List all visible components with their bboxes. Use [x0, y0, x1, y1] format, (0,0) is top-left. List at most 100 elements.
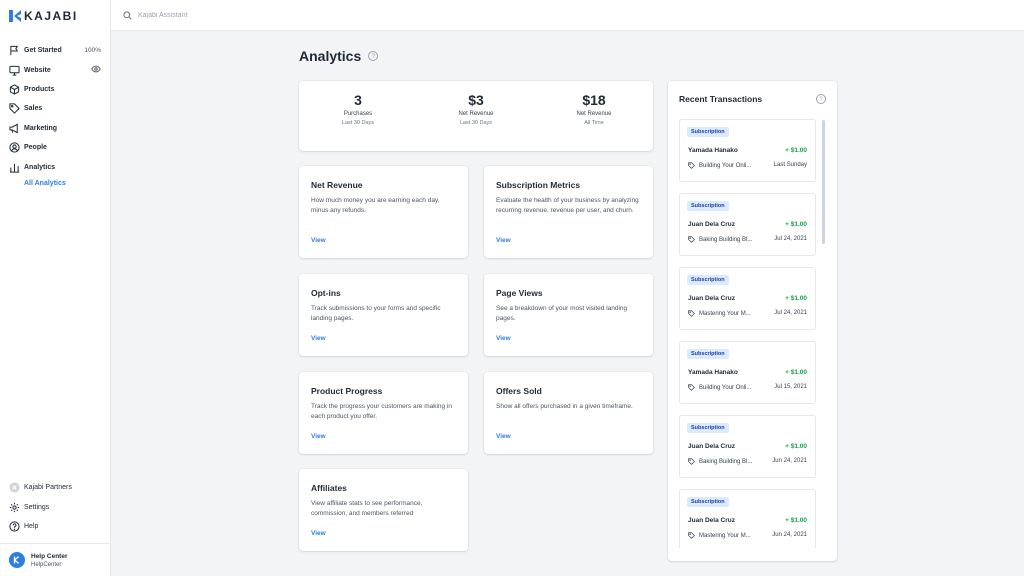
transaction-date: Jul 24, 2021: [774, 310, 807, 316]
sidebar-bottom-nav: Kajabi Partners Settings Help: [0, 478, 111, 536]
stat-net-revenue-all-time: $18 Net Revenue All Time: [535, 81, 653, 151]
stat-purchases: 3 Purchases Last 30 Days: [299, 81, 417, 151]
sidebar-item-label: Marketing: [24, 124, 58, 132]
tag-icon: [688, 236, 695, 243]
sidebar-item-label: Help: [24, 522, 39, 530]
stat-label: Purchases: [343, 111, 373, 117]
transaction-date: Jul 15, 2021: [774, 384, 807, 390]
transaction-product: Baking Building Bl...: [688, 236, 752, 243]
stat-label: Net Revenue: [458, 111, 494, 117]
customer-name: Yamada Hanako: [688, 147, 738, 154]
transaction-item[interactable]: Subscription Yamada Hanako + $1.00 Build…: [679, 341, 816, 404]
tag-icon: [688, 532, 695, 539]
sidebar-item-get-started[interactable]: Get Started 100%: [0, 41, 111, 60]
tag-icon: [688, 384, 695, 391]
report-description: Show all offers purchased in a given tim…: [496, 403, 633, 410]
transaction-item[interactable]: Subscription Juan Dela Cruz + $1.00 Mast…: [679, 267, 816, 330]
question-circle-icon: [9, 521, 20, 532]
transaction-type-badge: Subscription: [687, 127, 729, 137]
sidebar-item-products[interactable]: Products: [0, 80, 111, 99]
report-description: Track submissions to your forms and spec…: [311, 305, 441, 322]
transaction-product: Building Your Onli...: [688, 162, 751, 169]
product-name: Mastering Your M...: [699, 532, 751, 539]
help-center-account[interactable]: Help Center HelpCenter: [0, 543, 111, 576]
transaction-type-badge: Subscription: [687, 349, 729, 359]
report-title: Offers Sold: [496, 386, 542, 396]
stat-value: $18: [582, 92, 606, 108]
logo-text: KAJABI: [24, 9, 78, 23]
sidebar-item-settings[interactable]: Settings: [0, 497, 111, 516]
product-name: Building Your Onli...: [699, 162, 752, 169]
sidebar-item-kajabi-partners[interactable]: Kajabi Partners: [0, 478, 111, 497]
sidebar-item-label: Get Started: [24, 47, 62, 55]
transaction-product: Mastering Your M...: [688, 532, 751, 539]
sidebar-subitem-all-analytics[interactable]: All Analytics: [24, 180, 66, 188]
report-description: See a breakdown of your most visited lan…: [496, 305, 628, 322]
transaction-product: Building Your Onli...: [688, 384, 751, 391]
question-circle-icon[interactable]: ?: [368, 51, 379, 61]
report-title: Opt-ins: [311, 288, 341, 298]
report-description: How much money you are earning each day,…: [311, 197, 440, 214]
transaction-type-badge: Subscription: [687, 275, 729, 285]
assistant-search-input[interactable]: [138, 11, 338, 19]
view-link[interactable]: View: [496, 237, 511, 244]
transaction-item[interactable]: Subscription Juan Dela Cruz + $1.00 Baki…: [679, 415, 816, 478]
report-card-net-revenue: Net Revenue How much money you are earni…: [299, 166, 468, 258]
report-description: Evaluate the health of your business by …: [496, 197, 639, 214]
sidebar-item-label: Kajabi Partners: [24, 484, 72, 492]
view-link[interactable]: View: [496, 433, 511, 440]
sidebar-item-label: Settings: [24, 503, 50, 511]
tag-icon: [688, 310, 695, 317]
stat-label: Net Revenue: [576, 111, 612, 117]
view-link[interactable]: View: [311, 433, 326, 440]
eye-icon[interactable]: [91, 64, 101, 76]
transactions-list[interactable]: Subscription Yamada Hanako + $1.00 Build…: [679, 118, 826, 548]
progress-percent: 100%: [84, 47, 101, 55]
top-bar: [111, 0, 1024, 31]
transaction-item[interactable]: Subscription Yamada Hanako + $1.00 Build…: [679, 119, 816, 182]
customer-name: Juan Dela Cruz: [688, 295, 735, 302]
kajabi-k-icon: [13, 556, 20, 564]
report-title: Page Views: [496, 288, 543, 298]
sidebar-item-label: Analytics: [24, 163, 56, 171]
kajabi-logo[interactable]: KAJABI: [9, 9, 78, 23]
view-link[interactable]: View: [311, 530, 326, 537]
report-description: View affiliate stats to see performance,…: [311, 500, 423, 517]
transaction-date: Jun 24, 2021: [772, 458, 807, 464]
product-name: Mastering Your M...: [699, 310, 751, 317]
stat-value: 3: [354, 92, 362, 108]
sidebar-item-label: Website: [24, 66, 51, 74]
report-title: Subscription Metrics: [496, 180, 581, 190]
report-card-affiliates: Affiliates View affiliate stats to see p…: [299, 469, 468, 551]
stat-period: Last 30 Days: [341, 120, 375, 126]
sidebar-item-people[interactable]: People: [0, 138, 111, 157]
transaction-item[interactable]: Subscription Juan Dela Cruz + $1.00 Baki…: [679, 193, 816, 256]
sidebar-item-sales[interactable]: Sales: [0, 99, 111, 118]
report-card-offers-sold: Offers Sold Show all offers purchased in…: [484, 372, 653, 454]
question-circle-icon[interactable]: ?: [816, 94, 826, 104]
sidebar-item-help[interactable]: Help: [0, 517, 111, 536]
tag-icon: [688, 162, 695, 169]
megaphone-icon: [9, 123, 20, 134]
view-link[interactable]: View: [311, 335, 326, 342]
sidebar-item-website[interactable]: Website: [0, 60, 111, 79]
view-link[interactable]: View: [311, 237, 326, 244]
transaction-amount: + $1.00: [785, 295, 807, 302]
transaction-type-badge: Subscription: [687, 201, 729, 211]
sidebar-item-analytics[interactable]: Analytics: [0, 157, 111, 176]
report-description: Track the progress your customers are ma…: [311, 403, 453, 420]
customer-name: Yamada Hanako: [688, 369, 738, 376]
stat-period: All Time: [584, 120, 604, 126]
transaction-item[interactable]: Subscription Juan Dela Cruz + $1.00 Mast…: [679, 489, 816, 548]
help-center-avatar: [9, 552, 25, 568]
partners-icon: [9, 482, 20, 493]
transaction-amount: + $1.00: [785, 517, 807, 524]
stats-summary-card: 3 Purchases Last 30 Days $3 Net Revenue …: [299, 81, 653, 151]
view-link[interactable]: View: [496, 335, 511, 342]
sidebar-item-marketing[interactable]: Marketing: [0, 119, 111, 138]
box-icon: [9, 84, 20, 95]
transaction-amount: + $1.00: [785, 221, 807, 228]
transaction-type-badge: Subscription: [687, 497, 729, 507]
sidebar-nav: Get Started 100% Website Products Sales: [0, 41, 111, 191]
transactions-scrollbar[interactable]: [822, 120, 825, 244]
